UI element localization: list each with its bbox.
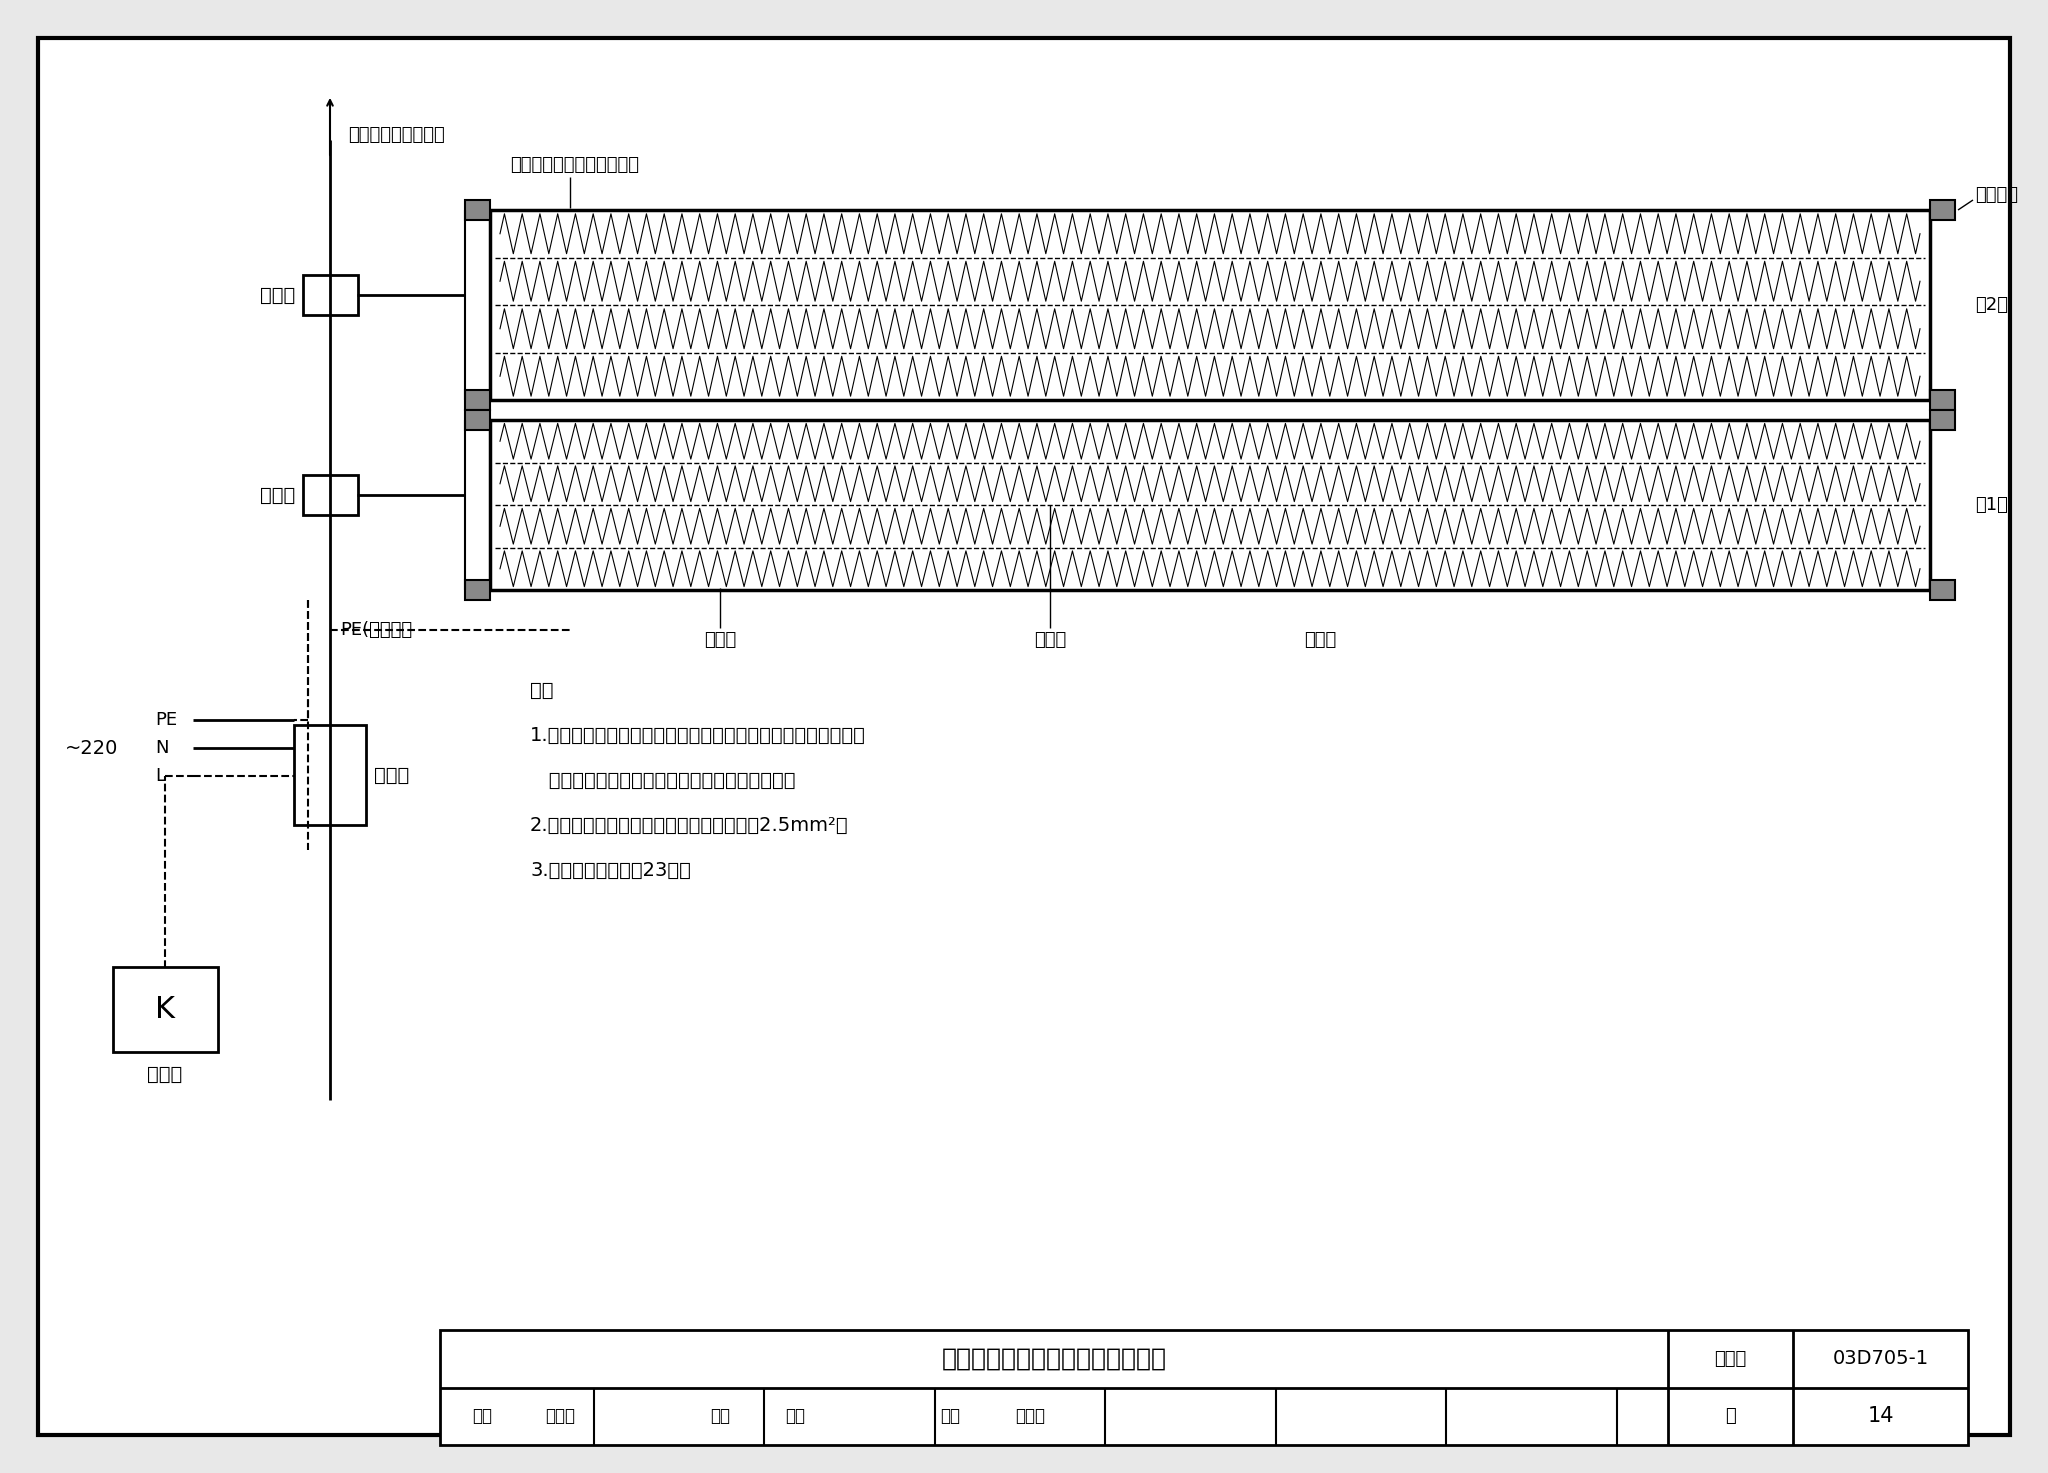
Text: 张丽娟: 张丽娟 — [1016, 1408, 1044, 1426]
Text: 李道本: 李道本 — [545, 1408, 575, 1426]
Bar — [1929, 409, 1956, 430]
Text: 接线盒: 接线盒 — [375, 766, 410, 785]
Text: 图集号: 图集号 — [1714, 1349, 1747, 1368]
Text: 接线端（连接卡、绝缘罩）: 接线端（连接卡、绝缘罩） — [510, 156, 639, 174]
Text: PE(接龙骨）: PE(接龙骨） — [340, 622, 412, 639]
Text: 1.本图为并联式电热膜接线图，施工时现场进行裁剪，首端使用: 1.本图为并联式电热膜接线图，施工时现场进行裁剪，首端使用 — [530, 726, 866, 744]
Text: 审核: 审核 — [471, 1408, 492, 1426]
Text: 第2组: 第2组 — [1974, 296, 2007, 314]
Text: 电热膜: 电热膜 — [705, 630, 735, 650]
Bar — [465, 390, 489, 409]
Text: 2.电热膜电源线应采用铜线，截面不应小于2.5mm²。: 2.电热膜电源线应采用铜线，截面不应小于2.5mm²。 — [530, 816, 848, 835]
Bar — [465, 409, 489, 430]
Bar — [1929, 580, 1956, 600]
Bar — [113, 966, 217, 1052]
Text: 页: 页 — [1724, 1408, 1737, 1426]
Text: 接线盒: 接线盒 — [260, 286, 295, 305]
Text: 温控器: 温控器 — [147, 1065, 182, 1084]
Bar — [303, 275, 358, 315]
Bar — [1929, 390, 1956, 409]
Bar — [489, 420, 1929, 591]
Text: N: N — [156, 739, 168, 757]
Text: 绝缘末端: 绝缘末端 — [1974, 186, 2017, 203]
Text: L: L — [156, 767, 166, 785]
Text: 房间内并联电热膜供暖系统组成图: 房间内并联电热膜供暖系统组成图 — [942, 1346, 1167, 1371]
Text: K: K — [156, 996, 174, 1025]
Text: 剪切线: 剪切线 — [1305, 630, 1335, 650]
Bar — [1929, 200, 1956, 219]
Text: 接线盒: 接线盒 — [260, 486, 295, 504]
Text: 03D705-1: 03D705-1 — [1833, 1349, 1929, 1368]
Text: 校对: 校对 — [711, 1408, 729, 1426]
Text: 与下一组电热膜相连: 与下一组电热膜相连 — [348, 127, 444, 144]
Bar — [303, 474, 358, 516]
Text: ~220: ~220 — [66, 738, 119, 757]
Text: 配套的连接卡和绝缘罩接线，末端用胶带绝缘。: 配套的连接卡和绝缘罩接线，末端用胶带绝缘。 — [530, 770, 795, 790]
Bar — [465, 580, 489, 600]
Bar — [489, 211, 1929, 401]
Text: 3.温控器接线图见第23页。: 3.温控器接线图见第23页。 — [530, 860, 690, 879]
Text: 孙兰: 孙兰 — [784, 1408, 805, 1426]
Text: 14: 14 — [1868, 1407, 1894, 1426]
Bar — [295, 725, 367, 825]
Text: 设计: 设计 — [940, 1408, 961, 1426]
Text: 载流条: 载流条 — [1034, 630, 1067, 650]
Text: 第1组: 第1组 — [1974, 496, 2007, 514]
Bar — [440, 1330, 1968, 1445]
Text: 注：: 注： — [530, 681, 553, 700]
Bar — [465, 200, 489, 219]
Text: PE: PE — [156, 711, 176, 729]
